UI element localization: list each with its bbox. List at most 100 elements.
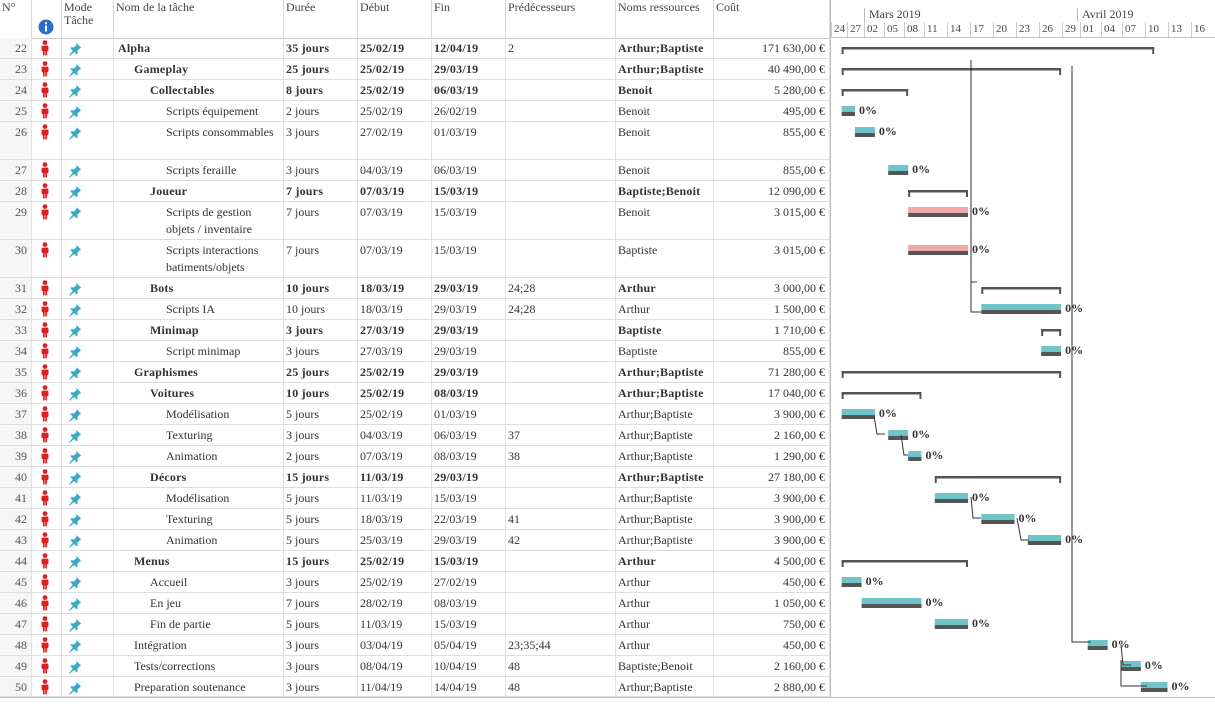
task-predecessors[interactable]: 38: [506, 446, 616, 466]
task-cost[interactable]: 855,00 €: [714, 122, 830, 159]
task-duration[interactable]: 10 jours: [284, 278, 358, 298]
task-finish[interactable]: 10/04/19: [432, 656, 506, 676]
task-predecessors[interactable]: [506, 572, 616, 592]
row-id[interactable]: 42: [0, 509, 32, 529]
task-name[interactable]: Texturing: [114, 425, 284, 445]
task-finish[interactable]: 15/03/19: [432, 614, 506, 634]
row-id[interactable]: 27: [0, 160, 32, 180]
task-start[interactable]: 27/02/19: [358, 122, 432, 159]
task-cost[interactable]: 12 090,00 €: [714, 181, 830, 201]
task-row[interactable]: 43 Animation 5 jours 25/03/19 29/03/19 42 Arth…: [0, 530, 830, 551]
task-resources[interactable]: Arthur: [616, 299, 714, 319]
task-cost[interactable]: 1 710,00 €: [714, 320, 830, 340]
task-name[interactable]: Voitures: [114, 383, 284, 403]
task-start[interactable]: 25/02/19: [358, 572, 432, 592]
mode-cell[interactable]: [62, 299, 114, 319]
col-header-finish[interactable]: Fin: [432, 0, 506, 38]
task-row[interactable]: 33 Minimap 3 jours 27/03/19 29/03/19 Baptiste…: [0, 320, 830, 341]
task-finish[interactable]: 01/03/19: [432, 404, 506, 424]
task-start[interactable]: 18/03/19: [358, 509, 432, 529]
task-resources[interactable]: Arthur;Baptiste: [616, 530, 714, 550]
task-resources[interactable]: Baptiste: [616, 341, 714, 361]
task-cost[interactable]: 3 015,00 €: [714, 202, 830, 239]
task-finish[interactable]: 15/03/19: [432, 488, 506, 508]
task-start[interactable]: 28/02/19: [358, 593, 432, 613]
task-resources[interactable]: Baptiste;Benoit: [616, 181, 714, 201]
col-header-info[interactable]: [32, 0, 62, 38]
horizontal-scrollbar[interactable]: [0, 697, 1215, 708]
row-id[interactable]: 50: [0, 677, 32, 696]
task-row[interactable]: 28 Joueur 7 jours 07/03/19 15/03/19 Baptiste;…: [0, 181, 830, 202]
mode-cell[interactable]: [62, 240, 114, 277]
task-name[interactable]: Intégration: [114, 635, 284, 655]
task-finish[interactable]: 01/03/19: [432, 122, 506, 159]
task-name[interactable]: Bots: [114, 278, 284, 298]
task-predecessors[interactable]: [506, 362, 616, 382]
task-row[interactable]: 42 Texturing 5 jours 18/03/19 22/03/19 41 Arth…: [0, 509, 830, 530]
task-start[interactable]: 04/03/19: [358, 425, 432, 445]
task-predecessors[interactable]: [506, 122, 616, 159]
task-name[interactable]: Minimap: [114, 320, 284, 340]
task-duration[interactable]: 35 jours: [284, 38, 358, 58]
task-cost[interactable]: 1 050,00 €: [714, 593, 830, 613]
task-name[interactable]: Graphismes: [114, 362, 284, 382]
task-duration[interactable]: 7 jours: [284, 181, 358, 201]
task-start[interactable]: 03/04/19: [358, 635, 432, 655]
task-resources[interactable]: Arthur: [616, 572, 714, 592]
task-cost[interactable]: 2 160,00 €: [714, 425, 830, 445]
task-cost[interactable]: 2 880,00 €: [714, 677, 830, 696]
task-duration[interactable]: 3 jours: [284, 656, 358, 676]
col-header-start[interactable]: Début: [358, 0, 432, 38]
task-finish[interactable]: 29/03/19: [432, 467, 506, 487]
task-predecessors[interactable]: 2: [506, 38, 616, 58]
task-cost[interactable]: 3 000,00 €: [714, 278, 830, 298]
mode-cell[interactable]: [62, 467, 114, 487]
task-name[interactable]: Décors: [114, 467, 284, 487]
task-predecessors[interactable]: 24;28: [506, 299, 616, 319]
task-duration[interactable]: 5 jours: [284, 509, 358, 529]
task-cost[interactable]: 1 500,00 €: [714, 299, 830, 319]
task-row[interactable]: 23 Gameplay 25 jours 25/02/19 29/03/19 Arthur…: [0, 59, 830, 80]
task-finish[interactable]: 22/03/19: [432, 509, 506, 529]
task-start[interactable]: 07/03/19: [358, 181, 432, 201]
task-row[interactable]: 30 Scripts interactions batiments/objets 7…: [0, 240, 830, 278]
mode-cell[interactable]: [62, 320, 114, 340]
task-duration[interactable]: 7 jours: [284, 593, 358, 613]
task-name[interactable]: Accueil: [114, 572, 284, 592]
mode-cell[interactable]: [62, 425, 114, 445]
task-duration[interactable]: 5 jours: [284, 614, 358, 634]
task-predecessors[interactable]: [506, 593, 616, 613]
mode-cell[interactable]: [62, 160, 114, 180]
row-id[interactable]: 34: [0, 341, 32, 361]
task-finish[interactable]: 29/03/19: [432, 341, 506, 361]
row-id[interactable]: 24: [0, 80, 32, 100]
task-cost[interactable]: 855,00 €: [714, 160, 830, 180]
task-finish[interactable]: 29/03/19: [432, 278, 506, 298]
task-predecessors[interactable]: 23;35;44: [506, 635, 616, 655]
task-cost[interactable]: 27 180,00 €: [714, 467, 830, 487]
row-id[interactable]: 46: [0, 593, 32, 613]
task-predecessors[interactable]: [506, 80, 616, 100]
task-predecessors[interactable]: [506, 59, 616, 79]
task-finish[interactable]: 06/03/19: [432, 425, 506, 445]
col-header-resources[interactable]: Noms ressources: [616, 0, 714, 38]
task-resources[interactable]: Baptiste: [616, 320, 714, 340]
col-header-predecessors[interactable]: Prédécesseurs: [506, 0, 616, 38]
task-row[interactable]: 22 Alpha 35 jours 25/02/19 12/04/19 2 Arthur;B…: [0, 38, 830, 59]
row-id[interactable]: 29: [0, 202, 32, 239]
task-resources[interactable]: Arthur;Baptiste: [616, 404, 714, 424]
mode-cell[interactable]: [62, 614, 114, 634]
task-name[interactable]: Scripts équipement: [114, 101, 284, 121]
row-id[interactable]: 40: [0, 467, 32, 487]
task-resources[interactable]: Benoit: [616, 160, 714, 180]
task-start[interactable]: 25/02/19: [358, 383, 432, 403]
task-finish[interactable]: 15/03/19: [432, 551, 506, 571]
task-finish[interactable]: 08/03/19: [432, 593, 506, 613]
mode-cell[interactable]: [62, 80, 114, 100]
task-cost[interactable]: 5 280,00 €: [714, 80, 830, 100]
row-id[interactable]: 33: [0, 320, 32, 340]
task-name[interactable]: Joueur: [114, 181, 284, 201]
task-resources[interactable]: Arthur: [616, 614, 714, 634]
task-resources[interactable]: Benoit: [616, 122, 714, 159]
task-finish[interactable]: 15/03/19: [432, 202, 506, 239]
